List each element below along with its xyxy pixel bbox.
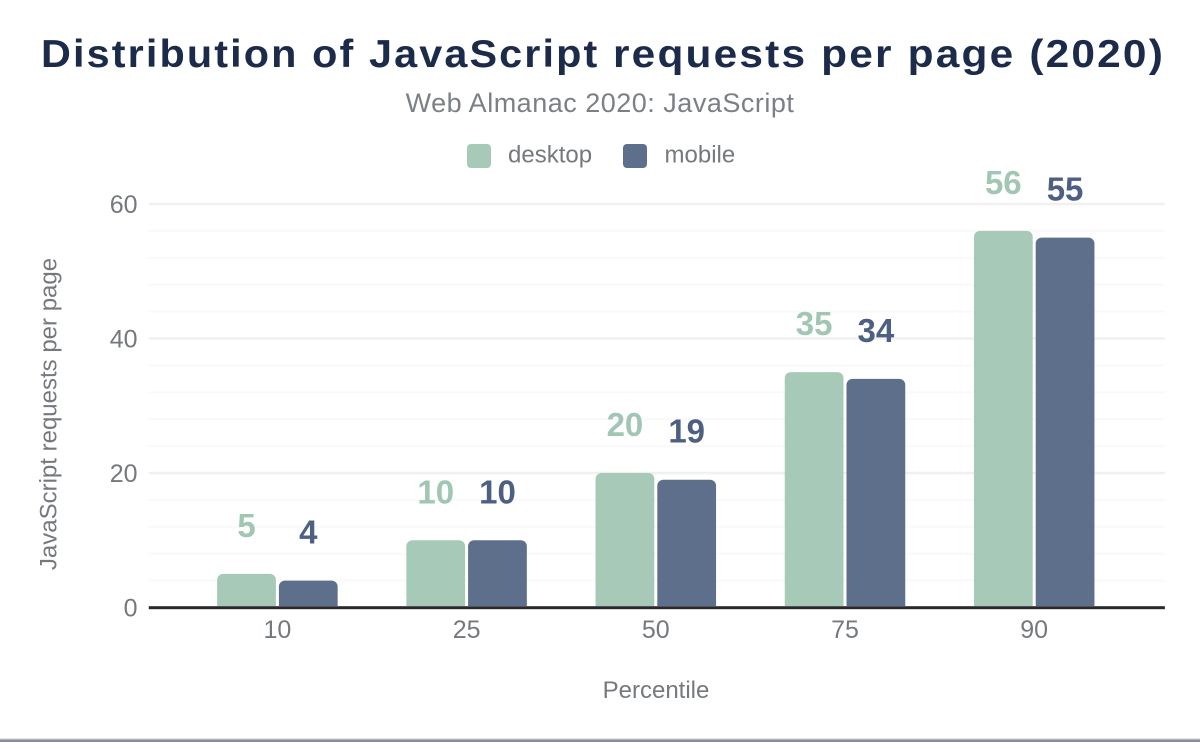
svg-text:4: 4 xyxy=(299,514,318,551)
svg-text:desktop: desktop xyxy=(508,142,592,169)
svg-text:10: 10 xyxy=(479,473,516,510)
svg-text:mobile: mobile xyxy=(665,142,736,169)
svg-text:JavaScript requests per page: JavaScript requests per page xyxy=(36,258,63,570)
svg-text:25: 25 xyxy=(453,616,481,644)
svg-text:34: 34 xyxy=(858,312,895,349)
svg-text:Percentile: Percentile xyxy=(603,677,710,704)
svg-text:55: 55 xyxy=(1047,171,1084,208)
svg-text:35: 35 xyxy=(796,305,833,342)
svg-text:19: 19 xyxy=(668,413,705,450)
svg-text:0: 0 xyxy=(124,594,138,622)
svg-text:90: 90 xyxy=(1020,616,1048,644)
svg-text:60: 60 xyxy=(110,191,138,219)
svg-text:20: 20 xyxy=(607,406,644,443)
svg-text:50: 50 xyxy=(642,616,670,644)
svg-text:10: 10 xyxy=(263,616,291,644)
svg-text:Web Almanac 2020: JavaScript: Web Almanac 2020: JavaScript xyxy=(406,88,795,118)
svg-text:56: 56 xyxy=(985,164,1022,201)
svg-text:20: 20 xyxy=(110,460,138,488)
svg-text:10: 10 xyxy=(417,473,454,510)
svg-text:40: 40 xyxy=(110,325,138,353)
svg-text:75: 75 xyxy=(831,616,859,644)
svg-text:Distribution of JavaScript req: Distribution of JavaScript requests per … xyxy=(41,33,1165,76)
svg-text:5: 5 xyxy=(237,507,255,544)
